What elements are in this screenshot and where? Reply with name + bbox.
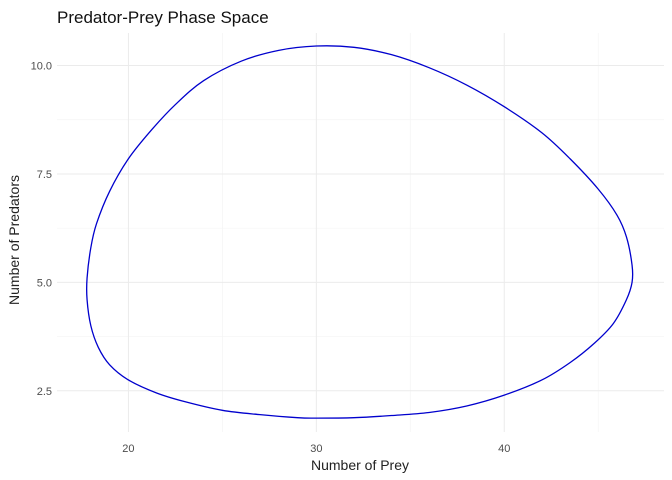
y-tick-label: 10.0 [31, 61, 52, 73]
x-axis-label: Number of Prey [311, 457, 409, 473]
x-tick-label: 20 [122, 443, 134, 455]
x-tick-label: 40 [498, 443, 510, 455]
x-axis-ticks: 20 30 40 [122, 443, 510, 455]
major-gridlines [57, 33, 664, 432]
phase-orbit-line [85, 45, 634, 419]
chart-title: Predator-Prey Phase Space [57, 8, 269, 27]
y-tick-label: 5.0 [37, 277, 52, 289]
y-tick-label: 7.5 [37, 169, 52, 181]
y-tick-label: 2.5 [37, 386, 52, 398]
minor-gridlines [57, 33, 664, 432]
x-tick-label: 30 [310, 443, 322, 455]
y-axis-label: Number of Predators [6, 175, 22, 305]
y-axis-ticks: 2.5 5.0 7.5 10.0 [31, 61, 52, 398]
